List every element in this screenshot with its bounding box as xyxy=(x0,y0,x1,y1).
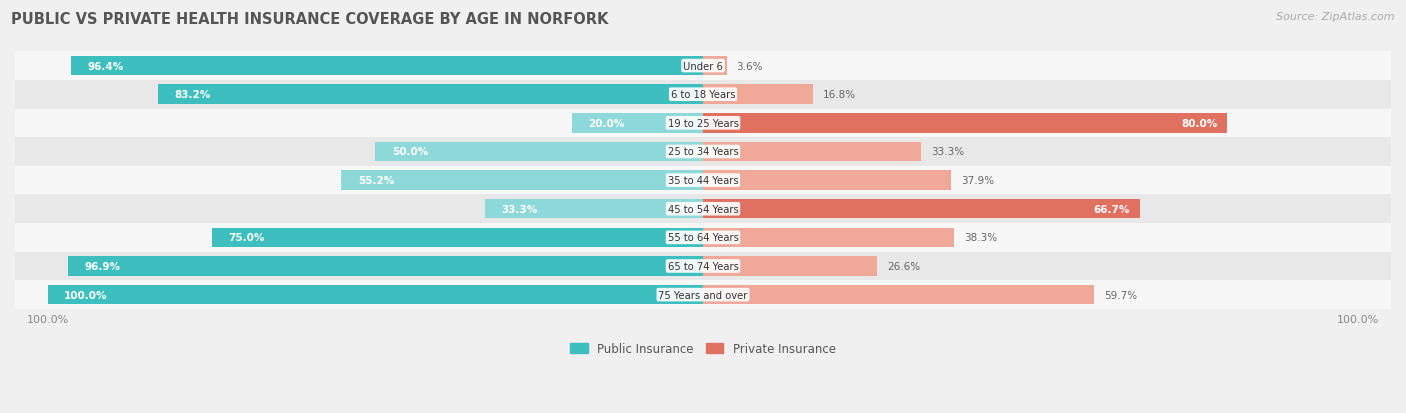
Text: Source: ZipAtlas.com: Source: ZipAtlas.com xyxy=(1277,12,1395,22)
Bar xyxy=(15,252,1391,280)
Text: 25 to 34 Years: 25 to 34 Years xyxy=(668,147,738,157)
Bar xyxy=(703,171,952,190)
Text: 35 to 44 Years: 35 to 44 Years xyxy=(668,176,738,186)
Text: 80.0%: 80.0% xyxy=(1181,119,1218,128)
Text: Under 6: Under 6 xyxy=(683,62,723,71)
Text: 75 Years and over: 75 Years and over xyxy=(658,290,748,300)
Text: 19 to 25 Years: 19 to 25 Years xyxy=(668,119,738,128)
Text: 55.2%: 55.2% xyxy=(357,176,394,186)
Bar xyxy=(703,228,953,247)
Text: 50.0%: 50.0% xyxy=(392,147,427,157)
Text: 59.7%: 59.7% xyxy=(1104,290,1137,300)
Text: 45 to 54 Years: 45 to 54 Years xyxy=(668,204,738,214)
Bar xyxy=(15,81,1391,109)
Bar xyxy=(703,114,1227,133)
Bar xyxy=(703,142,921,162)
Text: 33.3%: 33.3% xyxy=(501,204,537,214)
Bar xyxy=(572,114,703,133)
Text: 83.2%: 83.2% xyxy=(174,90,211,100)
Text: 20.0%: 20.0% xyxy=(588,119,624,128)
Text: 55 to 64 Years: 55 to 64 Years xyxy=(668,233,738,243)
Bar xyxy=(15,223,1391,252)
Text: 16.8%: 16.8% xyxy=(823,90,856,100)
Bar xyxy=(15,109,1391,138)
Bar xyxy=(67,256,703,276)
Bar xyxy=(15,52,1391,81)
Bar xyxy=(485,199,703,219)
Text: PUBLIC VS PRIVATE HEALTH INSURANCE COVERAGE BY AGE IN NORFORK: PUBLIC VS PRIVATE HEALTH INSURANCE COVER… xyxy=(11,12,609,27)
Bar xyxy=(72,57,703,76)
Bar xyxy=(703,285,1094,305)
Bar xyxy=(703,85,813,104)
Bar xyxy=(375,142,703,162)
Bar xyxy=(15,280,1391,309)
Bar xyxy=(15,138,1391,166)
Bar xyxy=(211,228,703,247)
Bar xyxy=(48,285,703,305)
Text: 6 to 18 Years: 6 to 18 Years xyxy=(671,90,735,100)
Text: 37.9%: 37.9% xyxy=(962,176,994,186)
Text: 38.3%: 38.3% xyxy=(963,233,997,243)
Bar xyxy=(157,85,703,104)
Text: 75.0%: 75.0% xyxy=(228,233,264,243)
Text: 3.6%: 3.6% xyxy=(737,62,763,71)
Bar xyxy=(15,195,1391,223)
Bar xyxy=(703,57,727,76)
Bar xyxy=(15,166,1391,195)
Text: 26.6%: 26.6% xyxy=(887,261,921,271)
Text: 33.3%: 33.3% xyxy=(931,147,965,157)
Bar xyxy=(703,199,1140,219)
Text: 66.7%: 66.7% xyxy=(1094,204,1130,214)
Text: 96.4%: 96.4% xyxy=(87,62,124,71)
Bar xyxy=(342,171,703,190)
Bar xyxy=(703,256,877,276)
Text: 100.0%: 100.0% xyxy=(65,290,108,300)
Text: 96.9%: 96.9% xyxy=(84,261,121,271)
Text: 65 to 74 Years: 65 to 74 Years xyxy=(668,261,738,271)
Legend: Public Insurance, Private Insurance: Public Insurance, Private Insurance xyxy=(565,337,841,360)
